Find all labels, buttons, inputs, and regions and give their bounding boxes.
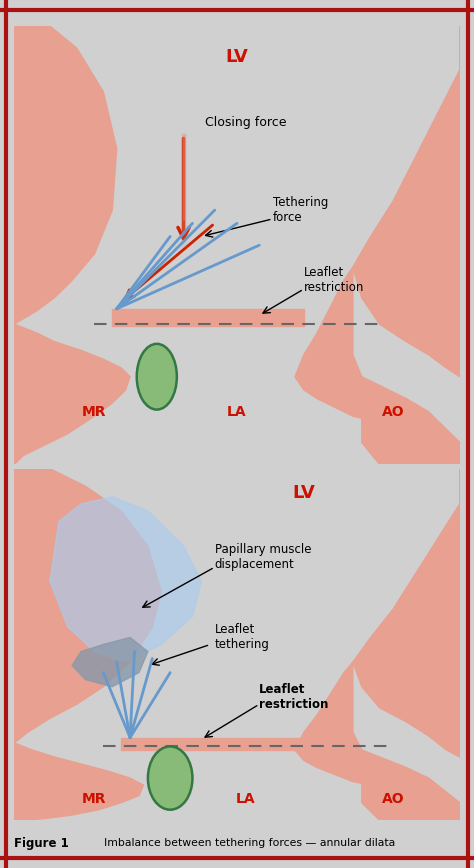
Text: MR: MR xyxy=(82,404,107,418)
Text: AO: AO xyxy=(382,404,404,418)
Polygon shape xyxy=(50,496,201,662)
Ellipse shape xyxy=(148,746,192,810)
Text: LA: LA xyxy=(236,792,256,806)
Polygon shape xyxy=(72,637,148,687)
Polygon shape xyxy=(353,469,460,757)
Polygon shape xyxy=(14,26,117,324)
Polygon shape xyxy=(353,26,460,377)
Polygon shape xyxy=(362,750,460,820)
Polygon shape xyxy=(14,324,130,464)
Polygon shape xyxy=(295,662,393,785)
Polygon shape xyxy=(112,309,304,326)
Text: Leaflet
tethering: Leaflet tethering xyxy=(215,623,270,652)
Text: Leaflet
restriction: Leaflet restriction xyxy=(304,266,364,294)
Text: Leaflet
restriction: Leaflet restriction xyxy=(259,683,328,711)
Text: Papillary muscle
displacement: Papillary muscle displacement xyxy=(215,542,311,570)
Text: Tethering
force: Tethering force xyxy=(273,196,328,224)
Text: LV: LV xyxy=(226,48,248,66)
Text: Imbalance between tethering forces — annular dilata: Imbalance between tethering forces — ann… xyxy=(90,838,395,848)
Text: Closing force: Closing force xyxy=(205,116,287,129)
Ellipse shape xyxy=(137,344,177,410)
Polygon shape xyxy=(14,743,144,820)
Text: MR: MR xyxy=(82,792,107,806)
Polygon shape xyxy=(121,738,317,750)
Text: LV: LV xyxy=(292,484,315,503)
Polygon shape xyxy=(14,469,161,743)
Text: AO: AO xyxy=(382,792,404,806)
Polygon shape xyxy=(295,267,393,421)
Text: LA: LA xyxy=(227,404,247,418)
Polygon shape xyxy=(362,377,460,464)
Text: Figure 1: Figure 1 xyxy=(14,837,69,850)
